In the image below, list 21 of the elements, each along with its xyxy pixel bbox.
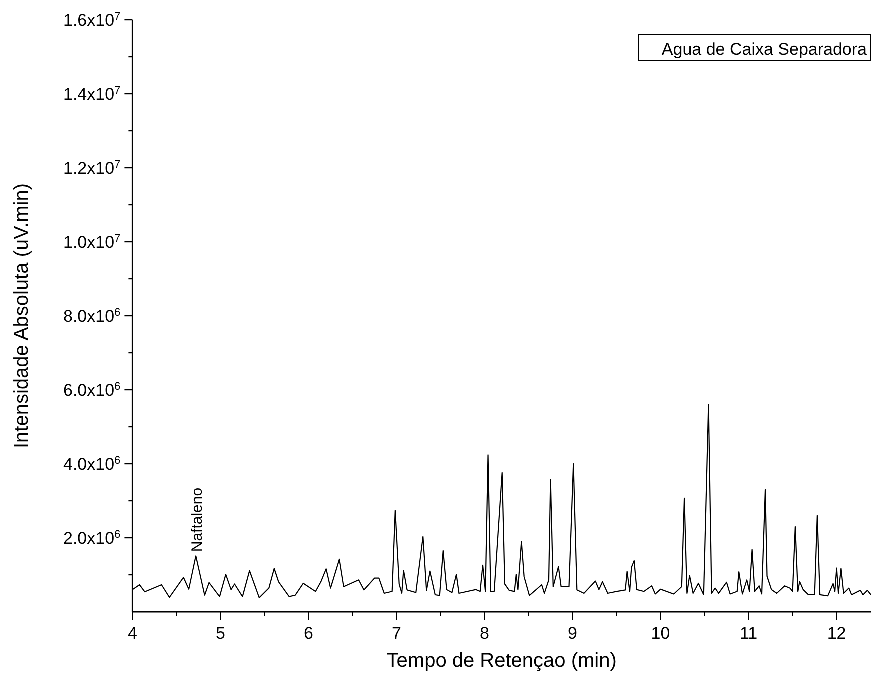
x-tick-label: 4 bbox=[128, 624, 138, 643]
x-tick-label: 8 bbox=[480, 624, 490, 643]
y-tick-label: 8.0x10$^{6}$ bbox=[63, 307, 121, 326]
y-tick-label: 6.0x10$^{6}$ bbox=[63, 381, 121, 400]
annotation: Agua de Caixa Separadora bbox=[662, 40, 868, 59]
y-tick-label: 4.0x10$^{6}$ bbox=[63, 455, 121, 474]
y-tick-label: 2.0x10$^{6}$ bbox=[63, 529, 121, 548]
x-tick-label: 7 bbox=[392, 624, 402, 643]
x-axis-title: Tempo de Retençao (min) bbox=[386, 650, 617, 672]
x-tick-label: 9 bbox=[568, 624, 578, 643]
y-tick-label: 1.6x10$^{7}$ bbox=[63, 11, 121, 30]
y-tick-label: 1.4x10$^{7}$ bbox=[63, 85, 121, 104]
x-tick-label: 10 bbox=[651, 624, 670, 643]
annotation: Naftaleno bbox=[189, 488, 206, 552]
x-tick-label: 6 bbox=[304, 624, 314, 643]
y-tick-label: 1.0x10$^{7}$ bbox=[63, 233, 121, 252]
y-axis-title: Intensidade Absoluta (uV.min) bbox=[11, 184, 33, 448]
x-tick-label: 11 bbox=[740, 624, 758, 643]
x-tick-label: 5 bbox=[216, 624, 226, 643]
y-tick-label: 1.2x10$^{7}$ bbox=[63, 159, 121, 178]
x-tick-label: 12 bbox=[827, 624, 846, 643]
